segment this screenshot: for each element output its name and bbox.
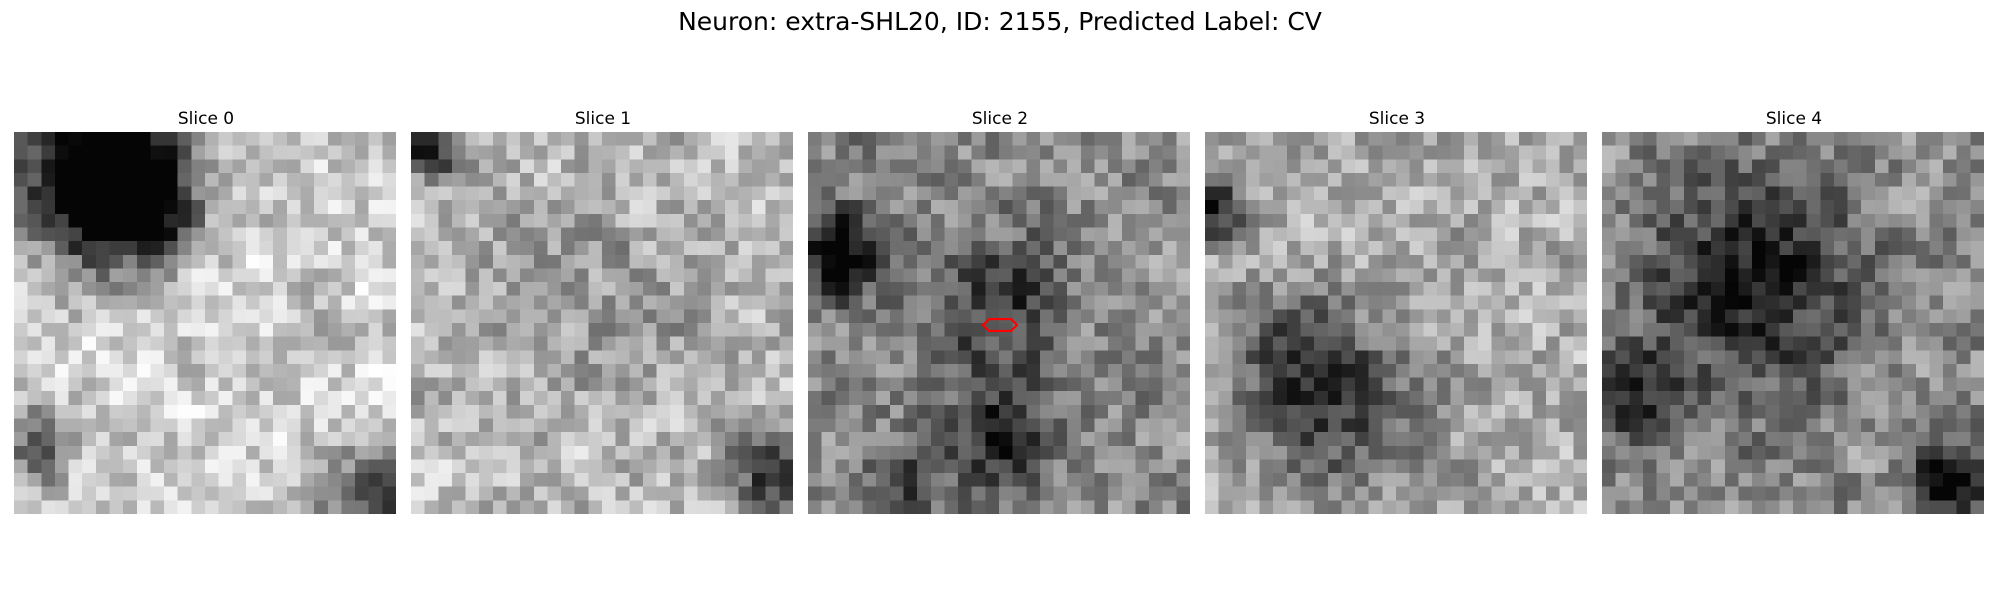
- slice-title: Slice 0: [177, 109, 235, 129]
- marker-outline: [982, 318, 1018, 332]
- slice-title: Slice 2: [971, 109, 1029, 129]
- slice-panel-4: Slice 4: [1602, 108, 1986, 514]
- slice-title: Slice 3: [1368, 109, 1426, 129]
- slice-panel-1: Slice 1: [411, 108, 795, 514]
- slice-panel-0: Slice 0: [14, 108, 398, 514]
- slice-image: [808, 132, 1190, 514]
- slice-title: Slice 4: [1765, 109, 1823, 129]
- slice-image: [14, 132, 396, 514]
- slice-image: [1602, 132, 1984, 514]
- slice-panel-2: Slice 2: [808, 108, 1192, 514]
- slice-image: [411, 132, 793, 514]
- neuron-location-marker: [982, 318, 1018, 332]
- slice-image: [1205, 132, 1587, 514]
- figure-title: Neuron: extra-SHL20, ID: 2155, Predicted…: [678, 7, 1322, 36]
- slice-panel-3: Slice 3: [1205, 108, 1589, 514]
- slice-title: Slice 1: [574, 109, 632, 129]
